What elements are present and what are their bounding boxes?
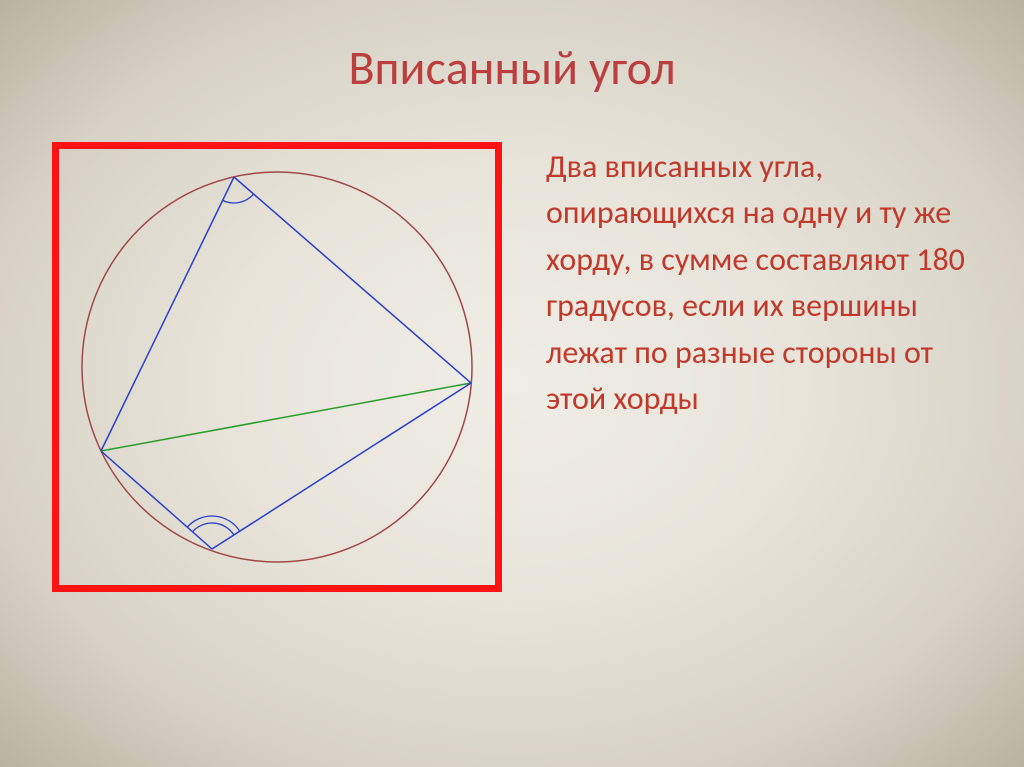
geometry-diagram (59, 149, 495, 585)
slide: Вписанный угол Два вписанных угла, опира… (0, 0, 1024, 767)
diagram-frame (52, 142, 502, 592)
body-text: Два вписанных угла, опирающихся на одну … (546, 144, 976, 422)
slide-title: Вписанный угол (0, 38, 1024, 97)
